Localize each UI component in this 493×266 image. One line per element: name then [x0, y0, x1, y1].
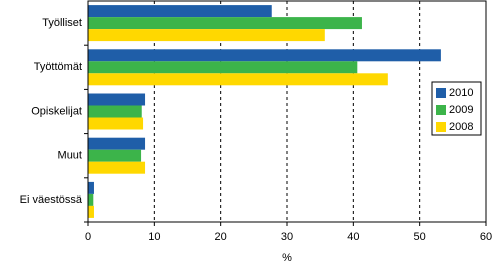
x-tick-label: 20 — [215, 231, 227, 243]
y-tick-label: Ei väestössä — [20, 194, 83, 206]
legend-label: 2010 — [449, 87, 473, 99]
bar — [88, 61, 358, 74]
bar — [88, 93, 146, 106]
legend-swatch — [436, 105, 446, 115]
bar — [88, 17, 362, 30]
x-tick-label: 50 — [414, 231, 426, 243]
x-tick-label: 60 — [480, 231, 492, 243]
x-tick-label: 30 — [281, 231, 293, 243]
legend-label: 2009 — [449, 104, 473, 116]
bar — [88, 117, 144, 130]
bar — [88, 49, 441, 62]
bar — [88, 205, 94, 218]
bar — [88, 5, 272, 18]
plot-frame — [87, 0, 487, 223]
y-tick-label: Muut — [58, 150, 82, 162]
bar — [88, 149, 142, 162]
bar — [88, 29, 325, 42]
x-axis-label: % — [282, 252, 292, 264]
bar — [88, 193, 94, 206]
x-tick-label: 0 — [85, 231, 91, 243]
bar — [88, 137, 146, 150]
bar — [88, 161, 146, 174]
legend-swatch — [436, 88, 446, 98]
x-tick-label: 10 — [148, 231, 160, 243]
bar — [88, 181, 94, 194]
bar — [88, 73, 388, 86]
legend-label: 2008 — [449, 121, 473, 133]
y-tick-label: Työttömät — [34, 61, 82, 73]
x-tick-label: 40 — [347, 231, 359, 243]
y-tick-label: Työlliset — [42, 17, 82, 29]
legend-swatch — [436, 122, 446, 132]
bar — [88, 105, 142, 118]
y-tick-label: Opiskelijat — [31, 105, 82, 117]
